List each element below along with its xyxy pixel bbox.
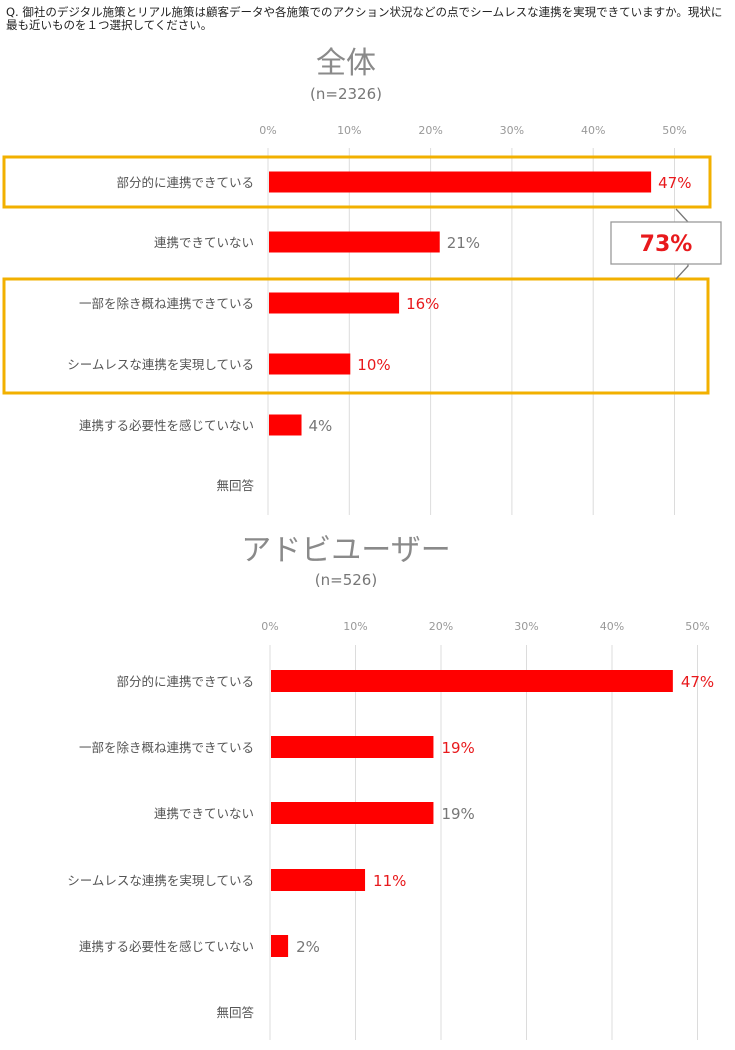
tick-label: 50% [685, 620, 709, 633]
category-label: 連携できていない [154, 235, 254, 250]
value-label: 11% [373, 872, 406, 890]
bar [271, 670, 673, 692]
chart-overall: 全体 (n=2326) 0% 10% 20% 30% 40% 50% 部分的に連携できている 47… [2, 46, 722, 515]
callout-box [610, 221, 722, 265]
value-label: 19% [441, 739, 474, 757]
category-label: 部分的に連携できている [116, 674, 254, 689]
category-label: 連携できていない [154, 806, 254, 821]
tick-label: 10% [343, 620, 367, 633]
tick-label: 40% [581, 124, 605, 137]
callout-value: 73% [640, 232, 693, 257]
chart-subtitle: (n=526) [315, 571, 377, 589]
category-label: シームレスな連携を実現している [67, 873, 254, 888]
highlight-box-bottom [2, 277, 710, 395]
category-label: 無回答 [216, 1005, 254, 1020]
bar [271, 869, 366, 891]
bar [269, 171, 652, 193]
bar [271, 935, 289, 957]
chart-title: アドビユーザー [241, 533, 450, 568]
tick-label: 10% [337, 124, 361, 137]
bar [271, 802, 434, 824]
value-label: 47% [658, 174, 691, 192]
tick-label: 20% [429, 620, 453, 633]
tick-label: 30% [514, 620, 538, 633]
value-label: 47% [681, 673, 714, 691]
bar [269, 353, 351, 375]
category-label: 一部を除き概ね連携できている [79, 740, 254, 755]
chart-subtitle: (n=2326) [310, 85, 382, 103]
question-text: Q. 御社のデジタル施策とリアル施策は顧客データや各施策でのアクション状況などの… [6, 5, 723, 32]
value-label: 4% [309, 417, 333, 435]
chart-adobe-users: アドビユーザー (n=526) 0% 10% 20% 30% 40% 50% 部分的に連携できて… [67, 533, 714, 1040]
highlight-box-top [2, 155, 712, 209]
category-label: 連携する必要性を感じていない [79, 939, 254, 954]
value-label: 2% [296, 938, 320, 956]
tick-label: 0% [259, 124, 276, 137]
category-label: 連携する必要性を感じていない [79, 418, 254, 433]
category-label: シームレスな連携を実現している [67, 357, 254, 372]
category-label: 無回答 [216, 478, 254, 493]
tick-label: 30% [500, 124, 524, 137]
value-label: 10% [357, 356, 390, 374]
tick-label: 20% [418, 124, 442, 137]
bar [269, 292, 400, 314]
tick-label: 40% [600, 620, 624, 633]
value-label: 19% [441, 805, 474, 823]
category-label: 部分的に連携できている [116, 175, 254, 190]
tick-label: 50% [662, 124, 686, 137]
bar [269, 231, 440, 253]
value-label: 21% [447, 234, 480, 252]
chart-title: 全体 [316, 46, 376, 81]
tick-label: 0% [261, 620, 278, 633]
bar [269, 414, 302, 436]
category-label: 一部を除き概ね連携できている [79, 296, 254, 311]
bar [271, 736, 434, 758]
value-label: 16% [406, 295, 439, 313]
